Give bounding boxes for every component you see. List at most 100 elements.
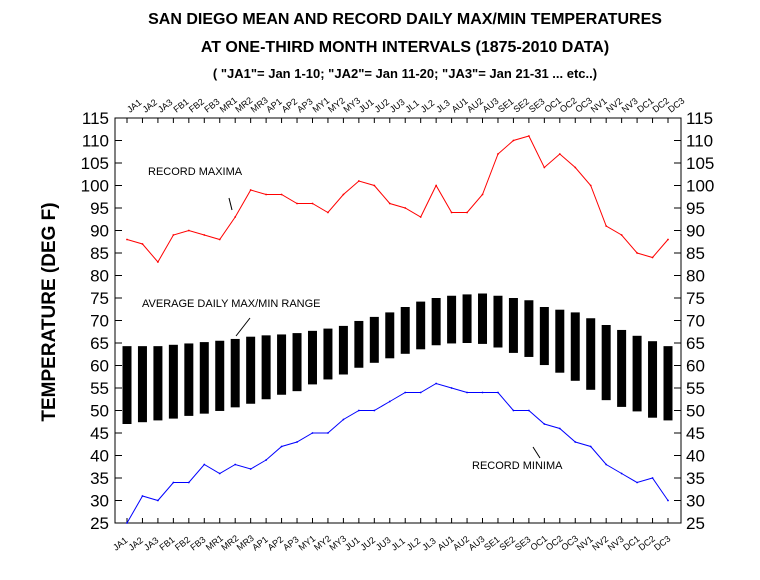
- record-minima-point: [435, 382, 438, 385]
- y-axis-label: TEMPERATURE (DEG F): [39, 202, 60, 421]
- range-bar: [168, 344, 178, 419]
- y-tick-label-left: 65: [90, 334, 109, 353]
- record-minima-point: [574, 441, 577, 443]
- range-bar: [215, 340, 225, 411]
- range-bar: [261, 335, 271, 400]
- range-bar: [184, 343, 194, 416]
- x-tick-label-top: DC3: [666, 96, 686, 115]
- record-minima-point: [450, 387, 453, 389]
- record-maxima-point: [419, 216, 422, 218]
- y-tick-label-left: 115: [82, 109, 109, 128]
- range-bar: [632, 335, 642, 412]
- y-tick-label-right: 35: [686, 469, 705, 488]
- record-maxima-point: [280, 193, 283, 196]
- annotation-avg-range: AVERAGE DAILY MAX/MIN RANGE: [142, 298, 321, 310]
- record-minima-point: [249, 468, 252, 470]
- y-tick-label-left: 45: [90, 424, 109, 443]
- record-maxima-point: [218, 238, 221, 241]
- y-tick-label-right: 105: [686, 154, 714, 173]
- record-maxima-point: [450, 211, 453, 214]
- range-bar: [153, 346, 163, 421]
- y-tick-label-right: 50: [686, 402, 705, 421]
- record-maxima-point: [667, 238, 669, 241]
- record-maxima-point: [651, 256, 654, 259]
- range-bar: [493, 295, 503, 348]
- range-bar: [137, 346, 147, 423]
- record-maxima-point: [558, 153, 561, 155]
- record-maxima-point: [527, 135, 530, 137]
- y-tick-label-right: 65: [686, 334, 705, 353]
- y-tick-label-right: 85: [686, 244, 705, 263]
- range-bar: [663, 346, 673, 421]
- plot-frame: [114, 117, 682, 524]
- record-maxima-point: [466, 211, 468, 214]
- y-tick-label-right: 45: [686, 424, 705, 443]
- record-maxima-point: [481, 193, 484, 196]
- range-bar: [416, 301, 426, 350]
- range-bar: [338, 325, 348, 375]
- record-maxima-point: [543, 166, 546, 169]
- range-bar: [508, 298, 518, 353]
- range-bar: [431, 298, 441, 346]
- record-minima-point: [296, 441, 298, 443]
- range-bar: [586, 318, 596, 390]
- record-minima-point: [373, 409, 376, 412]
- record-minima-point: [172, 481, 175, 484]
- record-minima-point: [558, 427, 561, 430]
- record-minima-point: [126, 522, 128, 524]
- record-maxima-point: [388, 202, 391, 205]
- range-bars: [122, 293, 673, 424]
- record-maxima-point: [342, 193, 345, 196]
- range-bar: [539, 307, 549, 366]
- record-minima-point: [234, 463, 237, 466]
- chart-title-line1: SAN DIEGO MEAN AND RECORD DAILY MAX/MIN …: [148, 11, 662, 28]
- record-minima-point: [203, 463, 206, 466]
- record-minima-point: [651, 477, 654, 479]
- record-maxima-point: [157, 261, 159, 263]
- range-bar: [122, 346, 132, 424]
- y-tick-label-left: 35: [90, 469, 109, 488]
- record-maxima-point: [296, 202, 298, 205]
- range-bar: [648, 341, 658, 418]
- range-bar: [617, 329, 627, 407]
- y-tick-label-left: 85: [90, 244, 109, 263]
- record-maxima-point: [605, 225, 608, 227]
- record-minima-point: [327, 432, 329, 434]
- record-maxima-point: [620, 234, 623, 236]
- x-axis: JA1JA1JA2JA2JA3JA3FB1FB1FB2FB2FB3FB3MR1M…: [111, 95, 686, 553]
- record-minima-point: [342, 418, 345, 421]
- record-minima-point: [589, 445, 592, 448]
- y-tick-label-right: 75: [686, 289, 705, 308]
- y-tick-label-right: 55: [686, 379, 705, 398]
- record-minima-point: [620, 472, 623, 475]
- range-bar: [478, 293, 488, 344]
- y-tick-label-left: 60: [90, 357, 109, 376]
- record-maxima-point: [327, 211, 329, 214]
- y-tick-label-right: 90: [686, 222, 705, 241]
- record-maxima-point: [203, 234, 206, 236]
- y-tick-label-right: 40: [686, 447, 705, 466]
- record-maxima-point: [574, 166, 577, 169]
- record-maxima-point: [187, 229, 190, 232]
- record-maxima-point: [126, 238, 128, 241]
- y-tick-label-left: 80: [90, 267, 109, 286]
- record-minima-point: [497, 391, 499, 394]
- record-minima-point: [311, 432, 314, 434]
- record-maxima-point: [373, 184, 376, 187]
- range-bar: [385, 312, 395, 359]
- range-bar: [246, 336, 256, 404]
- range-bar: [570, 312, 580, 381]
- y-tick-label-left: 30: [90, 492, 109, 511]
- record-minima-point: [481, 391, 484, 394]
- record-maxima-point: [265, 193, 268, 196]
- y-tick-label-left: 110: [82, 132, 109, 151]
- record-maxima-point: [311, 202, 314, 205]
- record-minima-point: [157, 499, 159, 502]
- y-tick-label-right: 60: [686, 357, 705, 376]
- record-maxima-point: [172, 234, 175, 236]
- record-minima-point: [404, 391, 407, 394]
- record-maxima-point: [249, 189, 252, 191]
- record-maxima-point: [404, 207, 407, 209]
- record-minima-point: [512, 409, 515, 412]
